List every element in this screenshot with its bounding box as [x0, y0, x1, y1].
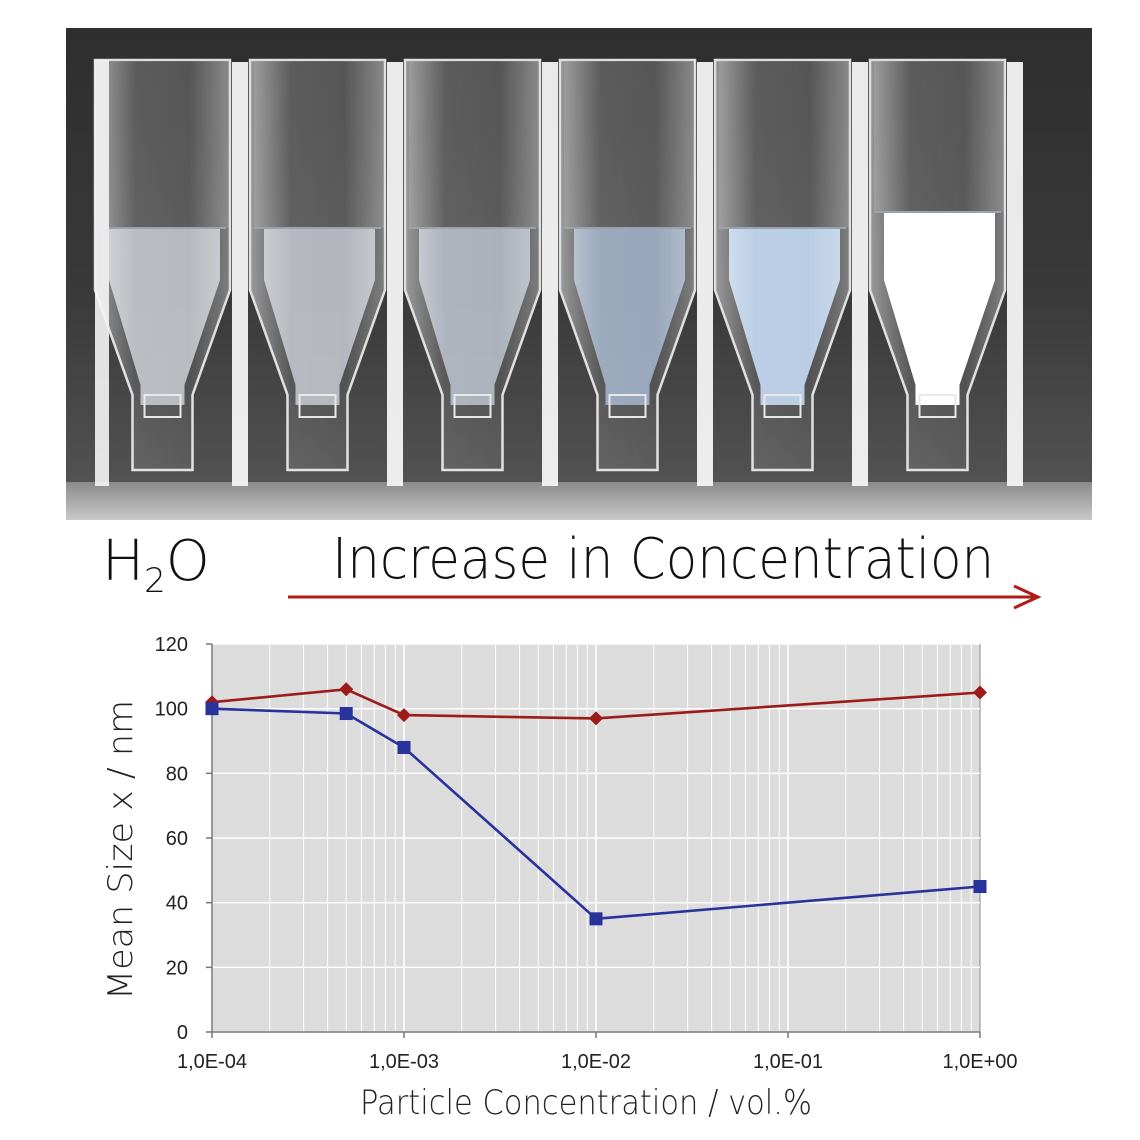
cuvette-divider	[1007, 62, 1023, 486]
y-tick-label: 40	[166, 893, 188, 915]
cuvette	[558, 58, 713, 486]
cuvette-row	[93, 58, 1023, 486]
data-point	[205, 702, 219, 716]
cuvette-glass	[868, 58, 1007, 472]
y-tick-label: 0	[177, 1022, 188, 1044]
y-tick-label: 80	[166, 763, 188, 785]
cuvette-divider	[542, 62, 558, 486]
cuvette-window	[453, 394, 492, 418]
cuvette-glass	[713, 58, 852, 472]
cuvette-divider	[387, 62, 403, 486]
cuvette-window	[143, 394, 182, 418]
x-tick-label: 1,0E+00	[942, 1051, 1017, 1073]
data-point	[397, 708, 411, 723]
cuvette-glass	[558, 58, 697, 472]
x-axis-title: Particle Concentration / vol.%	[360, 1083, 812, 1123]
series-2	[205, 702, 987, 926]
cuvette	[248, 58, 403, 486]
water-label: H2O	[102, 529, 210, 601]
x-tick-label: 1,0E-03	[369, 1051, 439, 1073]
data-point	[973, 685, 987, 700]
cuvette-glass	[403, 58, 542, 472]
photo-base	[66, 482, 1092, 520]
y-tick-label: 100	[155, 699, 188, 721]
x-tick-label: 1,0E-02	[561, 1051, 631, 1073]
size-vs-concentration-chart: 0 20 40 60 80 100 120 1,0E-04 1,0E-03 1,0E-02 1,0E…	[101, 634, 1018, 1123]
cuvette-divider	[232, 62, 248, 486]
y-tick-label: 60	[166, 828, 188, 850]
concentration-arrow	[288, 584, 1042, 610]
x-tick-label: 1,0E-01	[753, 1051, 823, 1073]
data-point	[339, 707, 353, 721]
cuvette-photo	[66, 28, 1092, 520]
data-point	[589, 912, 603, 926]
data-point	[397, 740, 411, 754]
cuvette-window	[608, 394, 647, 418]
y-axis-title: Mean Size x / nm	[101, 700, 141, 1000]
concentration-arrow-label: Increase in Concentration	[332, 527, 995, 592]
cuvette	[868, 58, 1023, 486]
cuvette-window	[763, 394, 802, 418]
series-1	[205, 682, 987, 726]
cuvette-divider	[852, 62, 868, 486]
x-tick-label: 1,0E-04	[177, 1051, 247, 1073]
cuvette	[93, 58, 248, 486]
y-tick-label: 20	[166, 957, 188, 979]
data-point	[973, 880, 987, 893]
cuvette-edge	[95, 60, 109, 486]
cuvette	[403, 58, 558, 486]
data-point	[589, 711, 603, 726]
arrow-head	[1013, 584, 1042, 610]
y-tick-label: 120	[155, 634, 188, 656]
cuvette-window	[298, 394, 337, 418]
cuvette-divider	[697, 62, 713, 486]
cuvette-window	[918, 394, 957, 418]
cuvette-glass	[248, 58, 387, 472]
data-point	[339, 682, 354, 697]
cuvette	[713, 58, 868, 486]
